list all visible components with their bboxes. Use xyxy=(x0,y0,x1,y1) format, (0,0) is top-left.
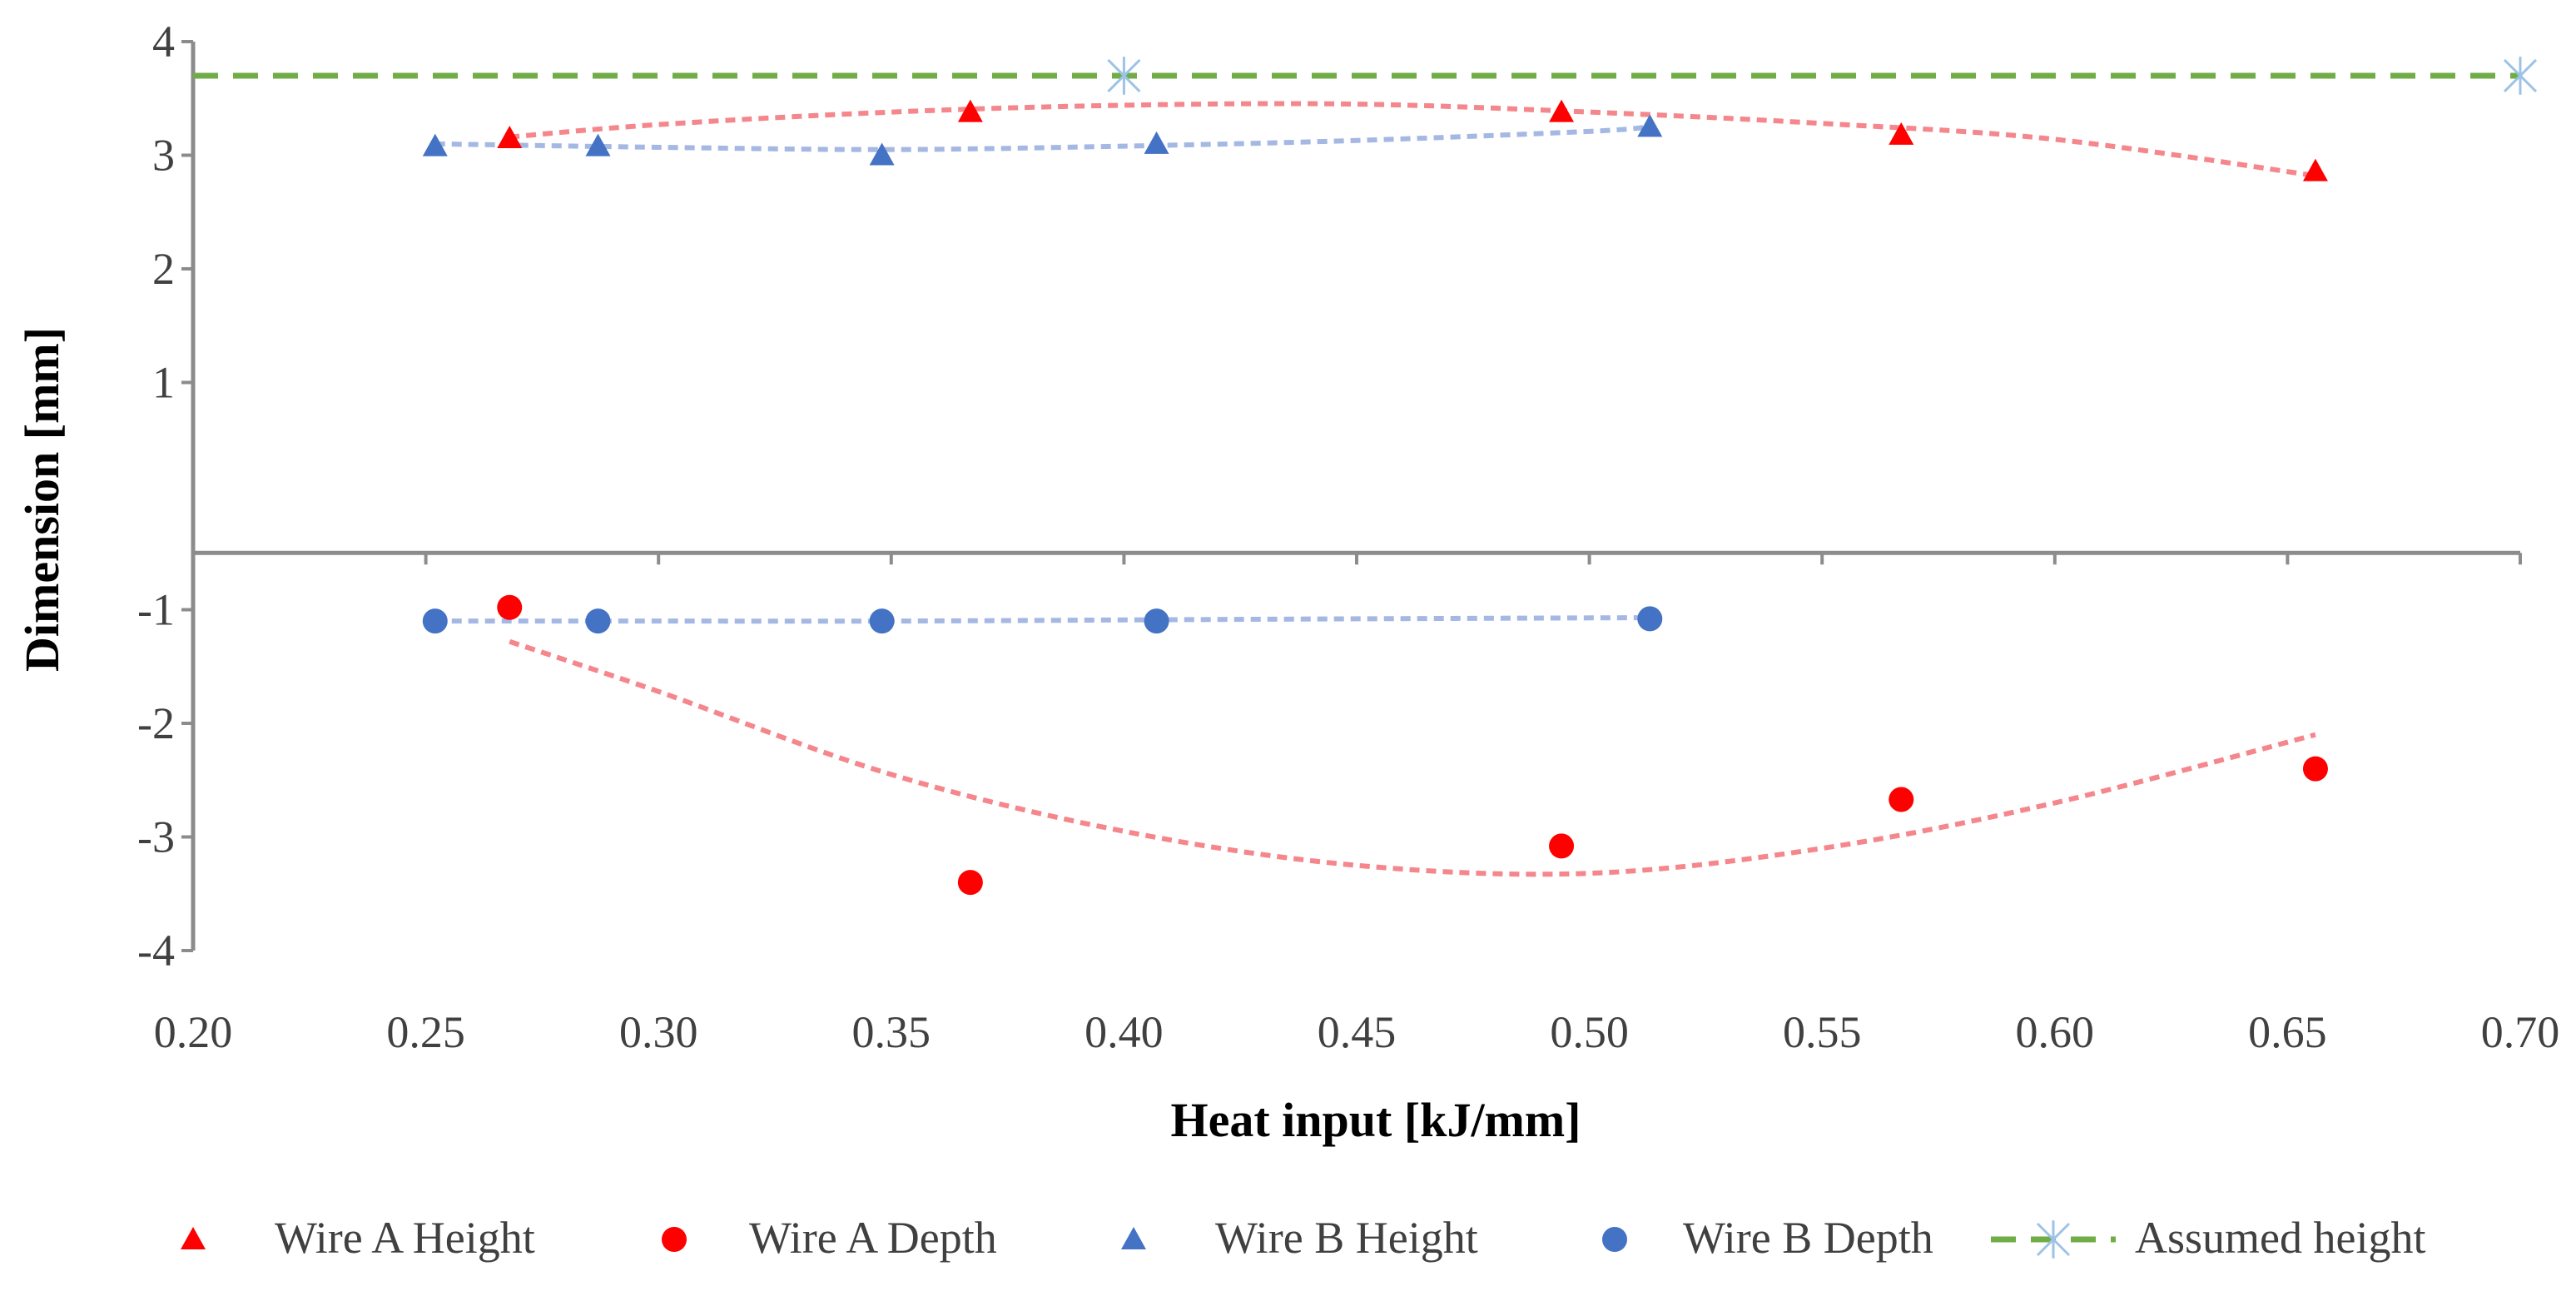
legend-label: Wire A Depth xyxy=(749,1213,997,1263)
data-point xyxy=(2302,756,2328,782)
trendline xyxy=(509,638,2316,877)
series-layer xyxy=(193,57,2538,896)
y-axis-title: Dimension [mm] xyxy=(15,327,69,672)
x-tick-label: 0.25 xyxy=(386,1007,465,1057)
data-point xyxy=(1637,114,1663,137)
legend: Wire A Height Wire A Depth Wire B Height Wi… xyxy=(181,1213,2425,1263)
data-point xyxy=(957,99,983,122)
legend-label: Wire A Height xyxy=(275,1213,535,1263)
data-point xyxy=(1889,787,1914,812)
y-tick-label: -3 xyxy=(137,812,175,862)
y-tick-label: 2 xyxy=(152,244,175,294)
legend-marker xyxy=(662,1227,687,1252)
y-tick-label: -1 xyxy=(137,585,175,635)
data-point xyxy=(585,608,611,634)
data-point xyxy=(2503,57,2538,95)
legend-label: Wire B Height xyxy=(1215,1213,1478,1263)
x-tick-label: 0.50 xyxy=(1550,1007,1629,1057)
y-tick-label: 3 xyxy=(152,131,175,181)
trendline xyxy=(434,615,1650,624)
x-tick-label: 0.40 xyxy=(1085,1007,1164,1057)
x-axis-title: Heat input [kJ/mm] xyxy=(1171,1093,1581,1147)
x-tick-label: 0.70 xyxy=(2481,1007,2560,1057)
x-tick-label: 0.55 xyxy=(1783,1007,1862,1057)
data-point xyxy=(1889,122,1914,145)
data-point xyxy=(585,133,611,156)
series-wire-b-height xyxy=(422,114,1663,166)
data-point xyxy=(1549,833,1575,859)
legend-marker xyxy=(2036,1220,2071,1259)
x-tick-label: 0.45 xyxy=(1318,1007,1397,1057)
legend-marker xyxy=(1121,1227,1146,1249)
y-tick-label: 1 xyxy=(152,358,175,408)
series-wire-b-depth xyxy=(422,606,1663,634)
x-tick-label: 0.65 xyxy=(2248,1007,2327,1057)
data-point xyxy=(1144,608,1169,634)
legend-marker xyxy=(1602,1227,1627,1252)
series-wire-a-depth xyxy=(497,594,2328,896)
x-tick-label: 0.60 xyxy=(2016,1007,2095,1057)
legend-label: Assumed height xyxy=(2135,1213,2425,1263)
data-point xyxy=(1144,131,1169,154)
data-point xyxy=(497,126,523,149)
trendlines xyxy=(434,101,2316,877)
x-tick-label: 0.20 xyxy=(154,1007,233,1057)
data-point xyxy=(2302,158,2328,181)
legend-marker xyxy=(181,1227,206,1249)
y-tick-label: -2 xyxy=(137,698,175,748)
data-point xyxy=(1637,606,1663,632)
series-assumed-height xyxy=(193,57,2538,95)
y-tick-label: 4 xyxy=(152,17,175,67)
data-point xyxy=(957,870,983,896)
data-point xyxy=(497,594,523,620)
data-point xyxy=(422,133,448,156)
x-tick-label: 0.35 xyxy=(852,1007,931,1057)
y-axis: -4 -3 -2 -1 1 2 3 4 xyxy=(137,17,196,976)
series-wire-a-height xyxy=(497,99,2328,181)
x-tick-label: 0.30 xyxy=(619,1007,698,1057)
x-axis: 0.20 0.25 0.30 0.35 0.40 0.45 0.50 0.55 0.60 0.65… xyxy=(154,550,2560,1057)
data-point xyxy=(869,142,895,166)
data-point xyxy=(1549,99,1575,122)
data-point xyxy=(1107,57,1141,95)
trendline xyxy=(509,101,2316,179)
legend-label: Wire B Depth xyxy=(1683,1213,1933,1263)
data-point xyxy=(422,608,448,634)
trendline xyxy=(434,124,1650,152)
data-point xyxy=(869,608,895,634)
y-tick-label: -4 xyxy=(137,926,175,976)
